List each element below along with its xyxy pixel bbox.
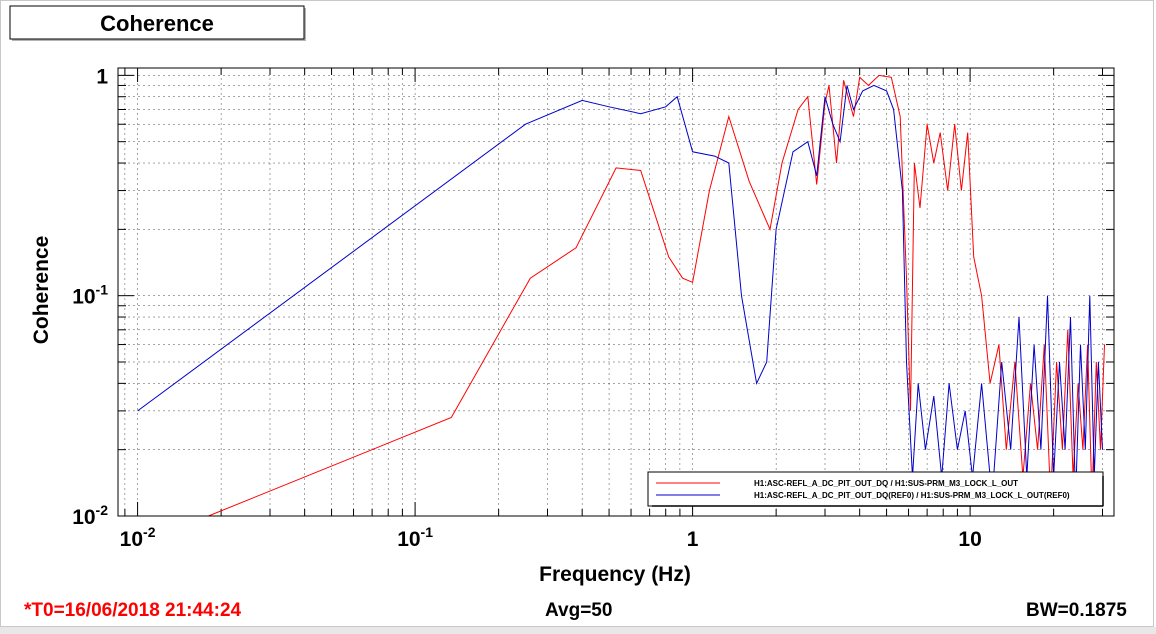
x-tick-labels: 10-2 10-1 1 10: [120, 524, 982, 551]
plot-frame: [117, 67, 1115, 517]
x-tick-label-3: 10: [958, 528, 981, 551]
y-axis-label: Coherence: [30, 236, 53, 345]
y-tick-label-0: 10-2: [72, 502, 108, 529]
legend: H1:ASC-REFL_A_DC_PIT_OUT_DQ / H1:SUS-PRM…: [647, 471, 1104, 507]
y-tick-label-2: 1: [96, 65, 108, 88]
x-tick-label-2: 1: [687, 528, 699, 551]
y-tick-label-1: 10-1: [72, 282, 108, 309]
legend-label-1: H1:ASC-REFL_A_DC_PIT_OUT_DQ / H1:SUS-PRM…: [754, 479, 1018, 488]
series-line-0: [208, 74, 1105, 516]
title-box: Coherence: [9, 5, 306, 41]
x-axis-label: Frequency (Hz): [539, 563, 691, 586]
bottom-strip: [0, 627, 1156, 634]
x-tick-label-1: 10-1: [397, 524, 433, 551]
legend-label-2: H1:ASC-REFL_A_DC_PIT_OUT_DQ(REF0) / H1:S…: [754, 491, 1070, 500]
minor-ticks: [118, 68, 1114, 517]
y-tick-labels: 10-2 10-1 1: [72, 65, 108, 529]
x-tick-label-0: 10-2: [120, 524, 156, 551]
average-count: Avg=50: [545, 600, 613, 621]
chart-title: Coherence: [100, 11, 214, 36]
legend-box: [647, 471, 1104, 507]
plot-area: [118, 68, 1114, 516]
bandwidth: BW=0.1875: [1026, 600, 1127, 621]
t0-timestamp: *T0=16/06/2018 21:44:24: [24, 600, 242, 621]
grid-lines: [118, 68, 1114, 517]
